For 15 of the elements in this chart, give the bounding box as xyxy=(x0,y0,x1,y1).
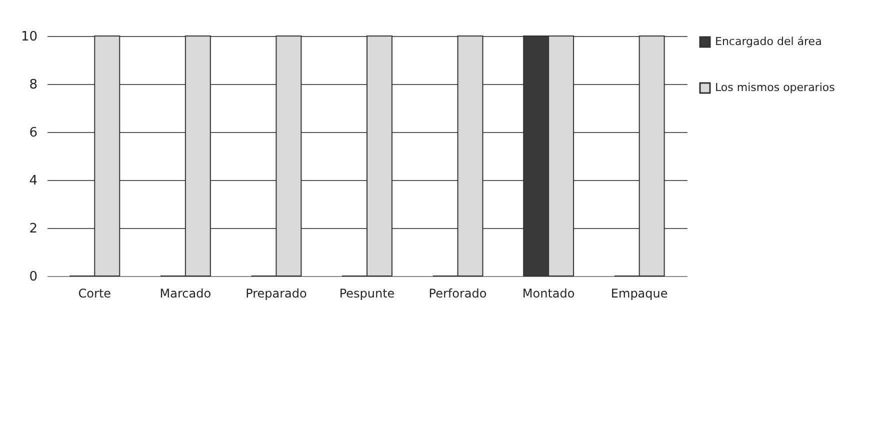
y-tick-label: 4 xyxy=(29,174,38,188)
x-tick-label: Montado xyxy=(522,286,575,300)
x-tick-label: Pespunte xyxy=(339,286,395,300)
y-tick-label: 8 xyxy=(29,78,38,92)
x-tick-label: Corte xyxy=(78,286,112,300)
y-tick-label: 10 xyxy=(20,30,38,44)
legend-label: Encargado del área xyxy=(715,35,822,48)
y-tick-label: 0 xyxy=(29,270,38,284)
y-tick-label: 6 xyxy=(29,126,38,140)
x-tick-label: Marcado xyxy=(160,286,212,300)
legend-label: Los mismos operarios xyxy=(715,81,836,94)
x-tick-label: Perforado xyxy=(428,286,487,300)
x-tick-label: Preparado xyxy=(246,286,307,300)
y-tick-label: 2 xyxy=(29,222,38,236)
x-tick-label: Empaque xyxy=(610,286,668,300)
